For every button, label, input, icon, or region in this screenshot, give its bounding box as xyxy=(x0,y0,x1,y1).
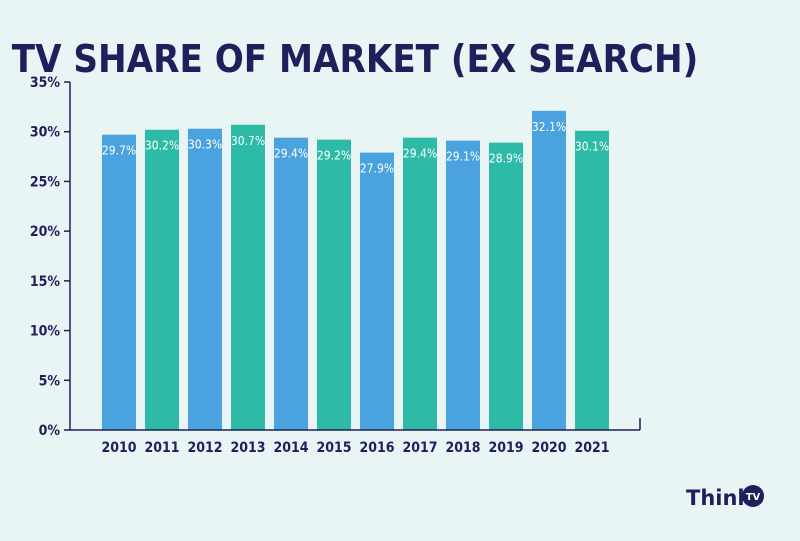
bar xyxy=(317,139,351,430)
logo-text: Think xyxy=(686,486,752,510)
bar xyxy=(489,142,523,430)
y-tick-label: 15% xyxy=(30,274,61,290)
bar xyxy=(274,137,308,430)
thinktv-logo: Think TV xyxy=(686,485,764,510)
x-tick-label: 2021 xyxy=(574,440,609,456)
bar-value-label: 29.7% xyxy=(102,144,136,158)
bar xyxy=(145,129,179,430)
logo-badge xyxy=(742,485,764,507)
y-tick-label: 35% xyxy=(30,75,61,91)
x-tick-label: 2015 xyxy=(316,440,351,456)
bar-value-label: 30.7% xyxy=(231,134,265,148)
bar xyxy=(360,152,394,430)
bars: 29.7% 30.2% 30.3% 30.7% 29.4% 29.2% 27.9% 29.4%… xyxy=(102,110,609,431)
bar-value-label: 29.4% xyxy=(403,147,437,161)
x-tick-label: 2019 xyxy=(488,440,523,456)
x-tick-label: 2014 xyxy=(273,440,308,456)
bar xyxy=(102,134,136,430)
x-tick-label: 2017 xyxy=(402,440,437,456)
bar-value-label: 30.3% xyxy=(188,138,222,152)
y-tick-label: 5% xyxy=(39,373,61,389)
bar-value-label: 29.2% xyxy=(317,149,351,163)
chart-title: TV SHARE OF MARKET (EX SEARCH) xyxy=(12,37,699,81)
x-tick-label: 2010 xyxy=(101,440,136,456)
x-tick-label: 2016 xyxy=(359,440,394,456)
bar xyxy=(575,130,609,430)
y-tick-label: 20% xyxy=(30,224,61,240)
bar-value-label: 30.1% xyxy=(575,140,609,154)
y-tick-label: 25% xyxy=(30,174,61,190)
bar-value-label: 28.9% xyxy=(489,152,523,166)
x-tick-label: 2018 xyxy=(445,440,480,456)
bar xyxy=(403,137,437,430)
x-tick-label: 2012 xyxy=(187,440,222,456)
bar-value-label: 29.1% xyxy=(446,150,480,164)
bar xyxy=(532,110,566,430)
bar-value-label: 29.4% xyxy=(274,147,308,161)
logo-badge-text: TV xyxy=(746,492,761,503)
y-tick-label: 30% xyxy=(30,125,61,141)
bar xyxy=(188,128,222,430)
bar-value-label: 30.2% xyxy=(145,139,179,153)
bar xyxy=(446,140,480,431)
bar xyxy=(231,124,265,431)
x-tick-label: 2020 xyxy=(531,440,566,456)
y-tick-label: 10% xyxy=(30,324,61,340)
y-axis: 0% 5% 10% 15% 20% 25% 30% 35% xyxy=(30,75,71,439)
bar-value-label: 32.1% xyxy=(532,120,566,134)
x-tick-label: 2013 xyxy=(230,440,265,456)
y-tick-label: 0% xyxy=(39,423,61,439)
x-tick-label: 2011 xyxy=(144,440,179,456)
x-axis: 2010 2011 2012 2013 2014 2015 2016 2017 2018 2019… xyxy=(70,418,641,456)
bar-value-label: 27.9% xyxy=(360,162,394,176)
